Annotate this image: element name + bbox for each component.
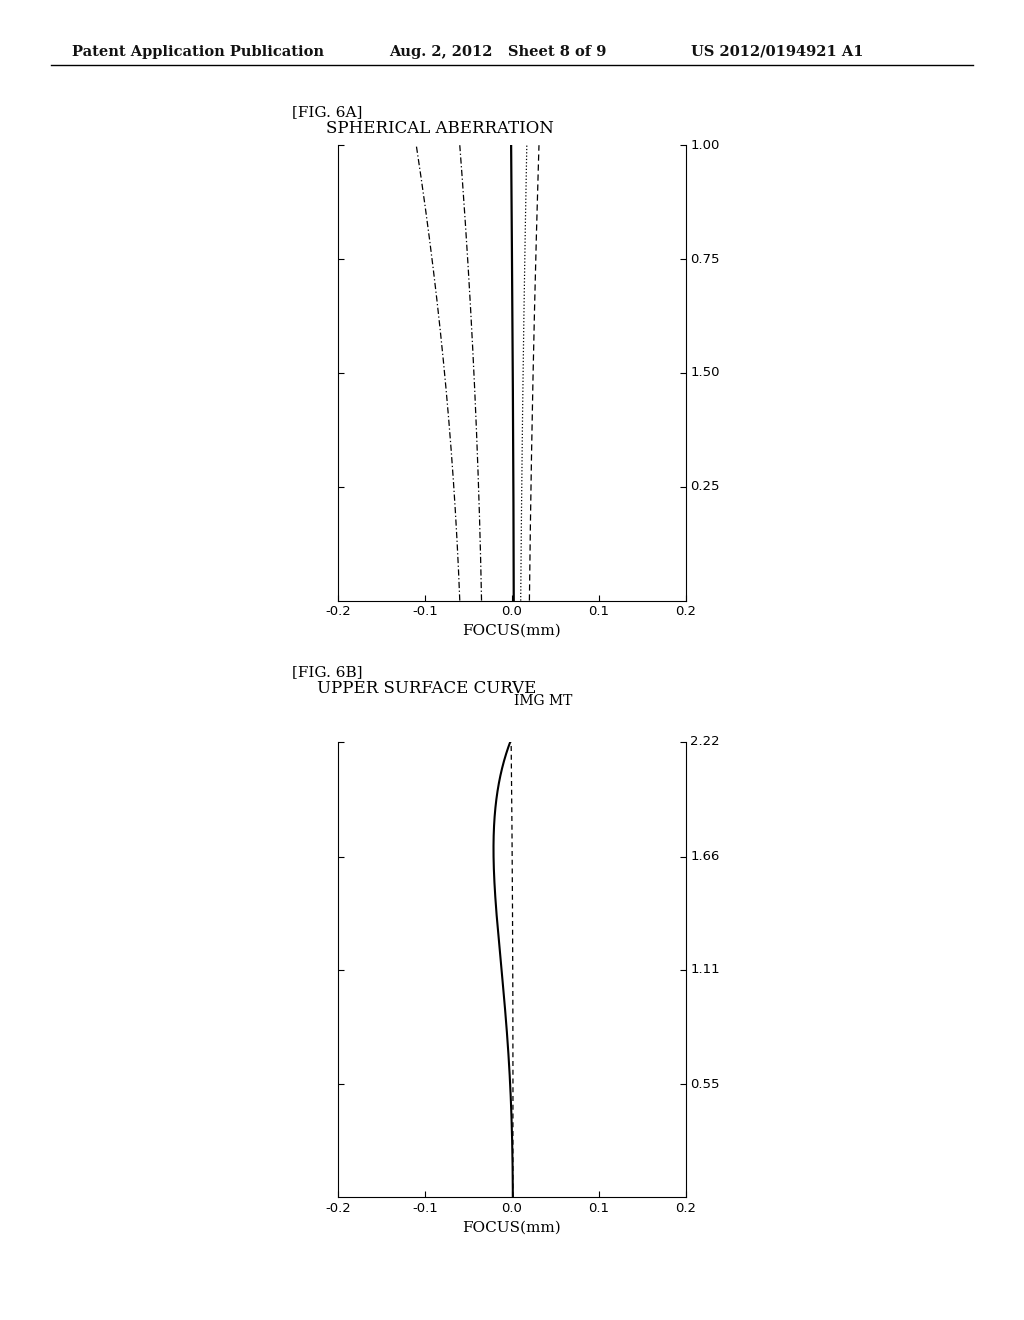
- Text: [FIG. 6A]: [FIG. 6A]: [292, 106, 362, 120]
- Text: 1.66: 1.66: [690, 850, 720, 863]
- Text: [FIG. 6B]: [FIG. 6B]: [292, 665, 362, 680]
- Text: 1.11: 1.11: [690, 964, 720, 975]
- Text: Patent Application Publication: Patent Application Publication: [72, 45, 324, 59]
- Text: 1.50: 1.50: [690, 367, 720, 379]
- Text: IMG MT: IMG MT: [513, 694, 572, 709]
- Text: SPHERICAL ABERRATION: SPHERICAL ABERRATION: [326, 120, 554, 137]
- Text: 0.25: 0.25: [690, 480, 720, 494]
- X-axis label: FOCUS(mm): FOCUS(mm): [463, 1221, 561, 1234]
- Text: Aug. 2, 2012   Sheet 8 of 9: Aug. 2, 2012 Sheet 8 of 9: [389, 45, 606, 59]
- Text: 0.55: 0.55: [690, 1078, 720, 1090]
- Text: 2.22: 2.22: [690, 735, 720, 748]
- Text: 1.00: 1.00: [690, 139, 720, 152]
- Text: 0.75: 0.75: [690, 252, 720, 265]
- X-axis label: FOCUS(mm): FOCUS(mm): [463, 624, 561, 638]
- Text: US 2012/0194921 A1: US 2012/0194921 A1: [691, 45, 863, 59]
- Text: UPPER SURFACE CURVE: UPPER SURFACE CURVE: [317, 680, 537, 697]
